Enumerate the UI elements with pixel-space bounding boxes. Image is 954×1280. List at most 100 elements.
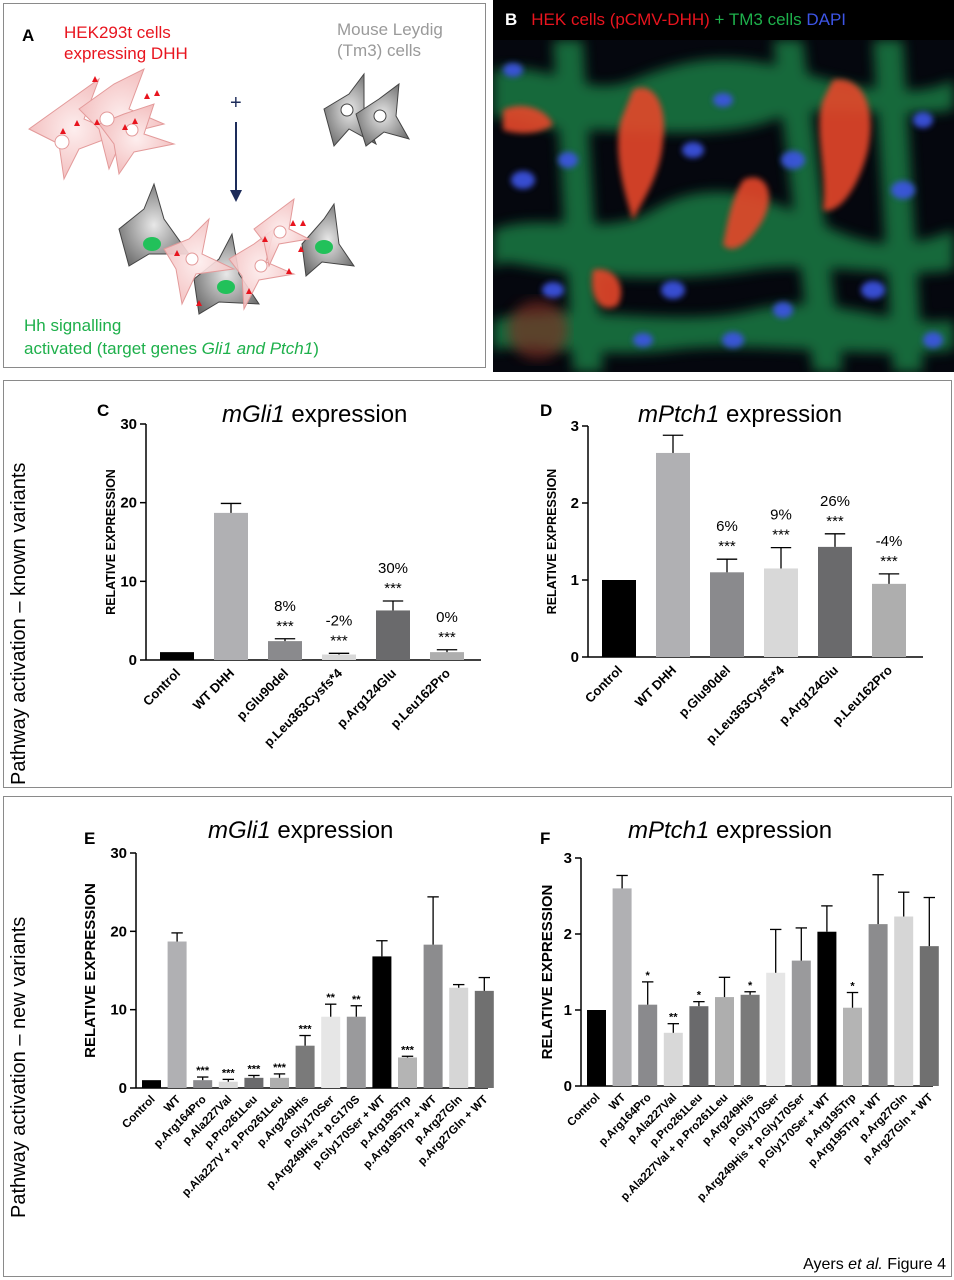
bar — [663, 1032, 683, 1086]
y-tick-label: 0 — [564, 1078, 572, 1095]
plus-sign: + — [230, 92, 242, 114]
percent-label: 30% — [378, 560, 408, 577]
y-tick-label: 30 — [110, 845, 127, 862]
bar — [295, 1045, 315, 1088]
bar — [423, 944, 443, 1088]
significance-label: *** — [330, 632, 348, 649]
bar — [715, 997, 734, 1086]
x-tick-label: WT — [162, 1094, 183, 1115]
chart-title-D: mPtch1 expression — [638, 401, 842, 428]
bar — [740, 994, 760, 1086]
significance-label: *** — [196, 1065, 210, 1077]
footer-suffix: Figure 4 — [882, 1256, 946, 1273]
significance-label: * — [697, 990, 702, 1002]
bar — [689, 1006, 709, 1086]
chart-title-E: mGli1 expression — [208, 817, 393, 844]
bar — [449, 987, 469, 1088]
x-tick-label: Control — [140, 666, 183, 709]
bar — [766, 972, 786, 1086]
y-tick-label: 10 — [110, 1002, 127, 1019]
bar — [710, 572, 744, 657]
chart-title-rest: expression — [719, 401, 842, 428]
footer-prefix: Ayers — [803, 1256, 849, 1273]
percent-label: 6% — [716, 518, 738, 535]
y-tick-label: 2 — [564, 926, 572, 943]
caption-blue: DAPI — [801, 10, 847, 29]
hek-label: HEK293t cells expressing DHH — [64, 23, 188, 63]
chart-title-rest: expression — [271, 817, 394, 844]
bar — [818, 546, 852, 657]
bar — [764, 568, 798, 657]
chart-title-italic: mGli1 — [222, 401, 285, 428]
bar — [193, 1080, 213, 1088]
significance-label: *** — [247, 1063, 261, 1075]
bar — [244, 1077, 264, 1088]
y-tick-label: 20 — [110, 923, 127, 940]
x-tick-label: WT — [607, 1092, 628, 1113]
y-axis-label: RELATIVE EXPRESSION — [104, 469, 118, 615]
percent-label: -2% — [326, 612, 353, 629]
bar — [817, 931, 837, 1086]
cell-diagram — [28, 67, 411, 315]
x-tick-label: Control — [582, 663, 625, 706]
figure-footer: Ayers et al. Figure 4 — [803, 1256, 946, 1274]
x-tick-label: Control — [565, 1092, 602, 1129]
percent-label: 9% — [770, 507, 792, 524]
significance-label: *** — [880, 553, 898, 570]
bar — [268, 641, 302, 660]
significance-label: ** — [669, 1012, 678, 1024]
bar — [894, 916, 914, 1086]
y-tick-label: 0 — [571, 649, 579, 666]
y-tick-label: 1 — [571, 572, 579, 589]
bar — [376, 610, 410, 660]
bar — [872, 583, 906, 657]
bar — [214, 512, 248, 660]
y-tick-label: 20 — [120, 495, 137, 512]
y-tick-label: 10 — [120, 573, 137, 590]
y-tick-label: 3 — [571, 418, 579, 435]
y-tick-label: 0 — [129, 652, 137, 669]
x-tick-label: Control — [120, 1094, 157, 1131]
chart-title-rest: expression — [285, 401, 408, 428]
micrograph-image — [493, 40, 954, 372]
significance-label: *** — [826, 513, 844, 530]
x-tick-label: WT DHH — [190, 666, 237, 713]
percent-label: 26% — [820, 493, 850, 510]
dapi-nuclei — [503, 63, 943, 348]
bar — [587, 1010, 606, 1086]
result-line-2: activated (target genes Gli1 and Ptch1) — [24, 337, 319, 360]
significance-label: ** — [352, 994, 361, 1006]
bar — [638, 1004, 658, 1086]
panel-letter-C: C — [97, 401, 109, 420]
chart-title-italic: mPtch1 — [638, 401, 719, 428]
bar — [322, 654, 356, 660]
caption-green: + TM3 cells — [709, 10, 802, 29]
percent-label: 8% — [274, 598, 296, 615]
bar — [868, 924, 888, 1086]
significance-label: *** — [772, 527, 790, 544]
y-axis-label: RELATIVE EXPRESSION — [545, 469, 559, 615]
significance-label: *** — [273, 1062, 287, 1074]
significance-label: *** — [222, 1067, 236, 1079]
target-genes: Gli1 and Ptch1 — [201, 339, 314, 358]
bar — [919, 946, 939, 1086]
chart-title-italic: mPtch1 — [628, 817, 709, 844]
x-tick-label: p.Glu90del — [234, 666, 292, 724]
significance-label: *** — [299, 1024, 313, 1036]
bar — [602, 580, 636, 657]
panel-letter-E: E — [84, 829, 95, 848]
caption-red: HEK cells (pCMV-DHH) — [531, 10, 710, 29]
significance-label: * — [748, 980, 753, 992]
panel-b-micrograph: B HEK cells (pCMV-DHH) + TM3 cells DAPI — [493, 0, 954, 372]
significance-label: *** — [401, 1044, 415, 1056]
panel-letter-F: F — [540, 829, 550, 848]
chart-title-F: mPtch1 expression — [628, 817, 832, 844]
y-tick-label: 30 — [120, 416, 137, 433]
significance-label: *** — [438, 629, 456, 646]
result-line-2-suffix: ) — [313, 339, 319, 358]
panel-a: A HEK293t cells expressing DHH Mouse Ley… — [3, 3, 486, 368]
bar — [430, 652, 464, 660]
